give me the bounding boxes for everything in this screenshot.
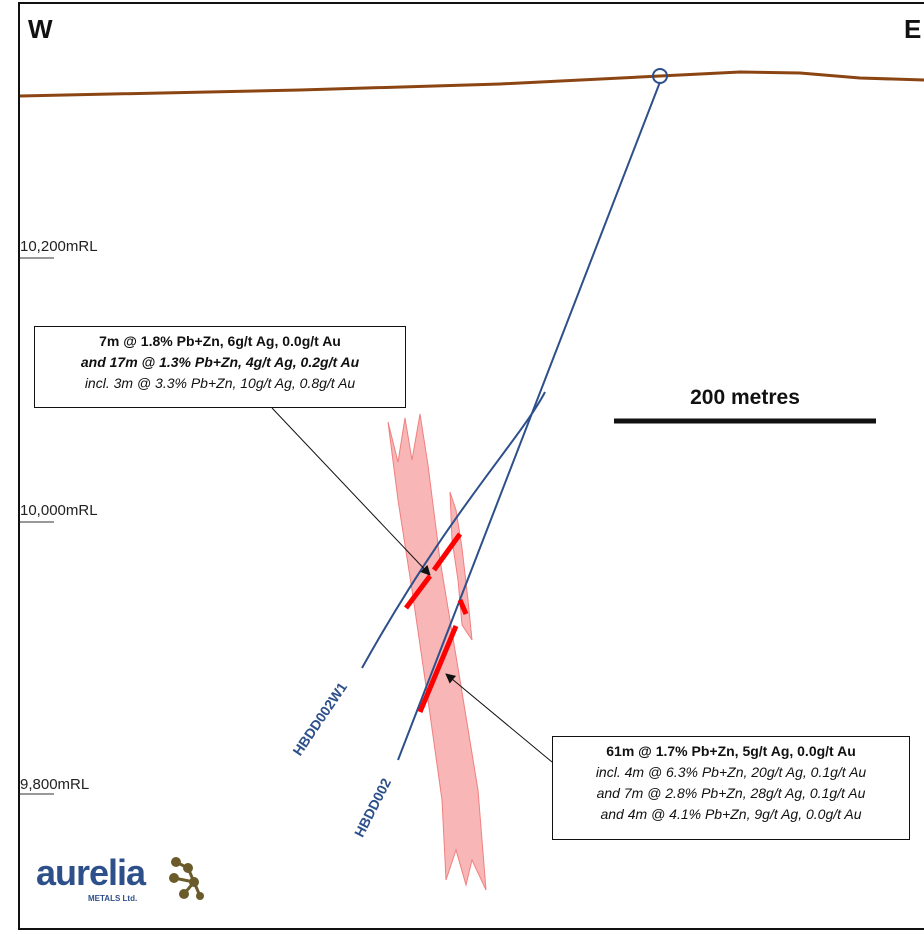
ground-surface-line [19, 70, 924, 98]
intercept-hbdd002-main [417, 625, 459, 713]
callout-lower-line2: incl. 4m @ 6.3% Pb+Zn, 20g/t Ag, 0.1g/t … [595, 764, 867, 780]
logo-mark [169, 857, 204, 900]
compass-west: W [28, 14, 53, 44]
leader-arrow-lower [445, 673, 553, 763]
leader-arrow-upper [271, 407, 431, 576]
callout-lower-intercepts: 61m @ 1.7% Pb+Zn, 5g/t Ag, 0.0g/t Au inc… [552, 736, 910, 840]
figure-frame [18, 2, 924, 930]
rl-label-10000: 10,000mRL [20, 502, 98, 519]
drillhole-trace-hbdd002w1 [361, 391, 546, 669]
drillhole-trace-hbdd002 [397, 81, 661, 761]
logo-wordmark: aurelia [36, 852, 146, 893]
rl-label-9800: 9,800mRL [20, 776, 90, 793]
callout-lower-line1: 61m @ 1.7% Pb+Zn, 5g/t Ag, 0.0g/t Au [606, 743, 856, 759]
scale-bar-label: 200 metres [690, 386, 800, 409]
intercept-w1-lower [404, 574, 432, 610]
logo-subtitle: METALS Ltd. [88, 894, 138, 903]
lode-body-minor [449, 491, 473, 641]
callout-upper-line3: incl. 3m @ 3.3% Pb+Zn, 10g/t Ag, 0.8g/t … [84, 375, 356, 391]
intercept-hbdd002-upper [457, 599, 469, 615]
aurelia-logo: aurelia METALS Ltd. [36, 852, 216, 922]
callout-upper-line2: and 17m @ 1.3% Pb+Zn, 4g/t Ag, 0.2g/t Au [80, 354, 360, 370]
callout-lower-line4: and 4m @ 4.1% Pb+Zn, 9g/t Ag, 0.0g/t Au [600, 806, 862, 822]
intercept-w1-upper [431, 532, 463, 572]
callout-lower-line3: and 7m @ 2.8% Pb+Zn, 28g/t Ag, 0.1g/t Au [596, 785, 866, 801]
compass-east: E [904, 14, 922, 44]
lode-body-main [387, 413, 487, 891]
rl-label-10200: 10,200mRL [20, 238, 98, 255]
callout-upper-intercepts: 7m @ 1.8% Pb+Zn, 6g/t Ag, 0.0g/t Au and … [34, 326, 406, 408]
callout-upper-line1: 7m @ 1.8% Pb+Zn, 6g/t Ag, 0.0g/t Au [99, 333, 341, 349]
